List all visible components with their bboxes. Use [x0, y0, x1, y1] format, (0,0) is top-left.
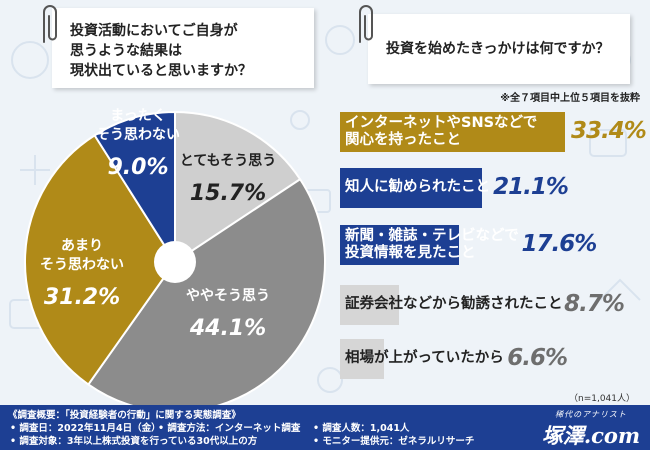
survey-footer: 《調査概要：「投資経験者の行動」に関する実態調査》 • 調査日：2022年11月…	[0, 405, 650, 450]
brand-logo-area: 稀代のアナリスト 塚澤.com	[532, 406, 650, 450]
pie-center-hole	[154, 241, 196, 283]
pie-slice	[93, 110, 176, 266]
pie-slice-label: とてもそう思う	[180, 153, 277, 169]
bar-rect	[340, 225, 459, 265]
pie-slice-label: まったく	[110, 108, 165, 124]
pie-question-line: 思うような結果は	[70, 43, 182, 59]
bar-value-label: 21.1%	[493, 174, 569, 200]
survey-item-target: • 調査対象：3年以上株式投資を行っている30代以上の方	[10, 436, 258, 447]
pie-slice-label: あまり	[61, 238, 103, 254]
pie-question-title: 投資活動においてご自身が 思うような結果は 現状出ていると思いますか？	[70, 21, 310, 81]
bar-category-label: 新聞・雑誌・テレビなどで 投資情報を見たこと	[345, 228, 519, 261]
bar-chart-note: ※全７項目中上位５項目を抜粋	[500, 93, 640, 104]
pie-slice-value: 15.7%	[190, 181, 266, 206]
pie-slice-label: ややそう思う	[186, 288, 270, 304]
pie-slice-value: 44.1%	[189, 316, 266, 341]
pie-slice	[86, 177, 326, 405]
question-card-bar: 投資を始めたきっかけは何ですか？	[368, 14, 630, 84]
survey-item-method: • 調査方法：インターネット調査	[158, 423, 301, 434]
bar-value-label: 17.6%	[521, 231, 598, 257]
survey-item-provider: • モニター提供元：ゼネラルリサーチ	[313, 436, 475, 447]
question-card-pie: 投資活動においてご自身が 思うような結果は 現状出ていると思いますか？	[52, 8, 314, 88]
bar-rect	[340, 339, 385, 379]
bar-rect	[340, 112, 565, 152]
bar-category-label: 知人に勧められたこと	[345, 179, 490, 195]
pie-slice-label-group: とてもそう思う 15.7%	[180, 153, 277, 206]
survey-footer-title: 《調査概要：「投資経験者の行動」に関する実態調査》	[8, 410, 241, 421]
pie-slice-label-group: ややそう思う 44.1%	[186, 288, 270, 341]
pie-slice	[24, 133, 177, 386]
brand-logo: 塚澤.com	[541, 423, 641, 448]
pie-slice-label: そう思わない	[40, 257, 124, 273]
pie-question-line: 現状出ていると思いますか？	[70, 63, 252, 79]
survey-item-date: • 調査日：2022年11月4日（金）	[10, 423, 161, 434]
pie-question-line: 投資活動においてご自身が	[70, 23, 238, 39]
bar-value-label: 6.6%	[507, 345, 568, 371]
pie-slice	[174, 110, 302, 264]
bar-rect	[340, 285, 399, 325]
paperclip-icon	[43, 5, 57, 43]
bar-category-label: 証券会社などから勧誘されたこと	[345, 296, 563, 312]
bar-category-label: 相場が上がっていたから	[345, 350, 504, 366]
bar-value-label: 8.7%	[564, 291, 625, 317]
bar-rect	[340, 168, 483, 208]
survey-item-count: • 調査人数：1,041人	[313, 423, 410, 434]
pie-slice-value: 31.2%	[44, 285, 120, 310]
bar-value-label: 33.4%	[571, 118, 647, 144]
sample-size: （n=1,041人）	[568, 394, 635, 404]
paperclip-icon	[359, 5, 373, 43]
bar-question-title: 投資を始めたきっかけは何ですか？	[386, 41, 610, 57]
pie-slice-value: 9.0%	[107, 155, 168, 180]
pie-slice-label: そう思わない	[96, 127, 180, 143]
pie-chart: とてもそう思う15.7%ややそう思う44.1%あまりそう思わない31.2%まった…	[24, 108, 326, 405]
bar-category-label: インターネットやSNSなどで 関心を持ったこと	[345, 115, 538, 148]
brand-tagline: 稀代のアナリスト	[555, 410, 627, 419]
